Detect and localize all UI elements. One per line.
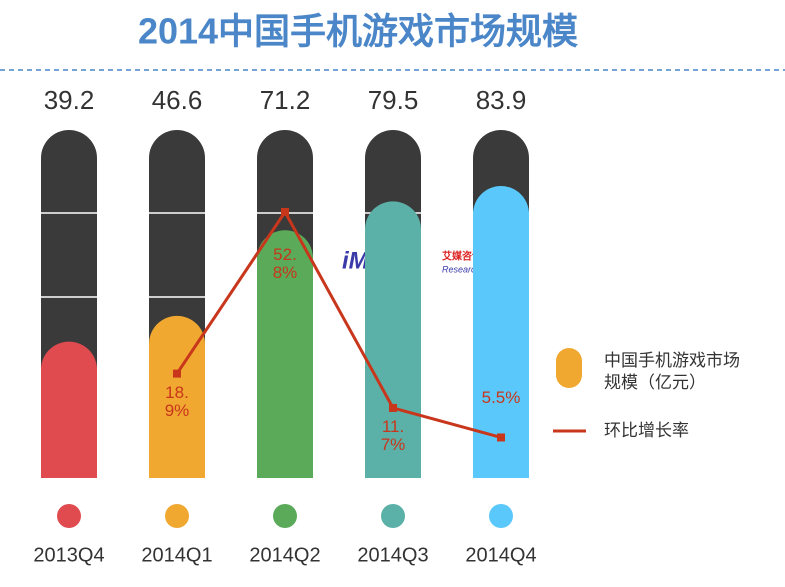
value-label: 79.5 xyxy=(368,85,419,115)
line xyxy=(175,209,502,439)
bar xyxy=(41,341,97,478)
bar xyxy=(149,315,205,478)
legend-swatch-bar xyxy=(556,348,582,388)
x-tick-label: 2014Q3 xyxy=(357,544,428,566)
logo-en: Research xyxy=(442,264,481,274)
legend-label: 环比增长率 xyxy=(604,421,689,440)
growth-label: 5.5% xyxy=(481,388,521,408)
line-point xyxy=(389,403,397,412)
value-label: 83.9 xyxy=(476,85,527,115)
x-tick-label: 2014Q1 xyxy=(141,544,212,566)
value-label: 71.2 xyxy=(260,85,311,115)
bar xyxy=(257,230,313,478)
legend-label: 中国手机游戏市场规模（亿元） xyxy=(604,351,740,392)
category-dot xyxy=(489,504,513,528)
line-point xyxy=(281,207,289,216)
category-dot xyxy=(273,504,297,528)
category-dot xyxy=(57,504,81,528)
bar xyxy=(365,201,421,478)
bar xyxy=(473,186,529,478)
growth-label: 18.9% xyxy=(164,382,190,420)
x-tick-label: 2013Q4 xyxy=(33,544,104,566)
value-label: 46.6 xyxy=(152,85,203,115)
line-point xyxy=(173,369,181,378)
chart-title: 2014中国手机游戏市场规模 xyxy=(138,11,578,52)
growth-label: 11.7% xyxy=(380,416,406,454)
value-label: 39.2 xyxy=(44,85,95,115)
growth-label: 52.8% xyxy=(272,244,298,282)
line-point xyxy=(497,433,505,442)
logo-cn: 艾媒咨询 xyxy=(442,250,482,263)
category-dot xyxy=(165,504,189,528)
x-tick-label: 2014Q4 xyxy=(465,544,536,566)
category-dot xyxy=(381,504,405,528)
x-tick-label: 2014Q2 xyxy=(249,544,320,566)
